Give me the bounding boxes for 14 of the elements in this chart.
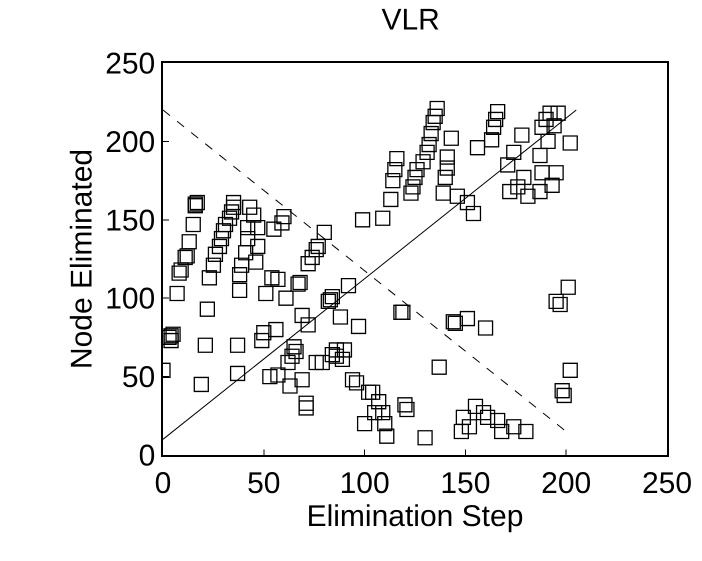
y-tick-label: 0: [138, 440, 156, 472]
x-tick-label: 150: [440, 466, 490, 500]
x-axis-title: Elimination Step: [306, 500, 524, 533]
y-tick-label: 200: [105, 126, 156, 159]
x-tick-label: 100: [340, 466, 390, 500]
y-axis-title: Node Eliminated: [66, 148, 99, 370]
y-tick-label: 250: [105, 48, 156, 80]
x-tick-label: 200: [541, 466, 592, 500]
chart-title: VLR: [381, 3, 440, 36]
y-tick-label: 100: [105, 282, 156, 316]
y-tick-label: 50: [122, 361, 156, 394]
x-tick-label: 250: [642, 466, 692, 500]
y-tick-label: 150: [105, 204, 156, 238]
x-tick-label: 50: [247, 466, 280, 500]
